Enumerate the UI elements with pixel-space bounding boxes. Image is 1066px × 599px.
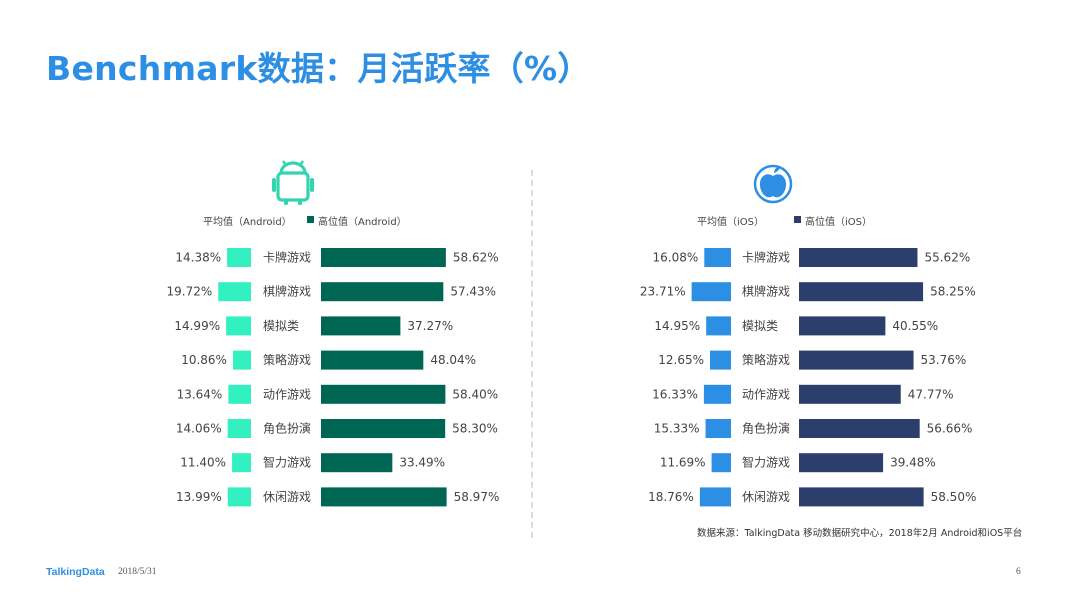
android-avg-label: 11.40% bbox=[180, 456, 226, 470]
android-high-label: 37.27% bbox=[407, 319, 453, 333]
android-icon bbox=[272, 160, 314, 205]
ios-high-label: 56.66% bbox=[927, 422, 973, 436]
android-high-bar bbox=[321, 453, 393, 473]
android-high-label: 33.49% bbox=[399, 456, 445, 470]
android-category-label: 棋牌游戏 bbox=[263, 285, 311, 299]
android-avg-label: 13.99% bbox=[176, 490, 222, 504]
ios-high-bar bbox=[799, 248, 918, 267]
page-number: 6 bbox=[1016, 567, 1021, 577]
ios-high-label: 58.25% bbox=[930, 285, 976, 299]
android-avg-bar bbox=[232, 350, 251, 370]
android-high-bar bbox=[321, 384, 446, 404]
ios-high-label: 39.48% bbox=[890, 456, 936, 470]
ios-high-label: 58.50% bbox=[931, 490, 977, 504]
ios-category-label: 角色扮演 bbox=[742, 421, 790, 436]
android-avg-label: 14.38% bbox=[175, 251, 221, 265]
android-avg-label: 19.72% bbox=[166, 285, 212, 299]
android-high-bar bbox=[321, 350, 424, 370]
page-title: Benchmark数据：月活跃率（%） bbox=[46, 49, 591, 88]
android-high-bar bbox=[321, 487, 447, 507]
android-high-label: 58.40% bbox=[452, 387, 498, 401]
ios-category-label: 棋牌游戏 bbox=[742, 285, 790, 299]
android-category-label: 策略游戏 bbox=[263, 352, 311, 367]
ios-category-label: 休闲游戏 bbox=[742, 490, 790, 504]
android-high-label: 58.97% bbox=[454, 490, 500, 504]
legend-ios-high-swatch bbox=[794, 216, 801, 223]
ios-high-bar bbox=[799, 282, 924, 302]
android-avg-label: 14.99% bbox=[174, 319, 220, 333]
ios-avg-label: 12.65% bbox=[658, 353, 704, 367]
android-avg-bar bbox=[228, 384, 251, 404]
ios-avg-bar bbox=[706, 316, 731, 336]
android-avg-bar bbox=[227, 248, 251, 267]
android-category-label: 卡牌游戏 bbox=[263, 251, 311, 265]
android-high-bar bbox=[321, 419, 446, 438]
ios-avg-bar bbox=[705, 419, 731, 438]
android-category-label: 休闲游戏 bbox=[263, 490, 311, 504]
android-high-label: 48.04% bbox=[430, 353, 476, 367]
ios-avg-label: 11.69% bbox=[660, 456, 706, 470]
android-category-label: 角色扮演 bbox=[263, 421, 311, 436]
android-high-bar bbox=[321, 248, 446, 267]
legend-android-high: 高位值（Android） bbox=[318, 215, 407, 228]
ios-category-label: 智力游戏 bbox=[742, 455, 790, 470]
android-high-label: 57.43% bbox=[450, 285, 496, 299]
footer-date: 2018/5/31 bbox=[118, 567, 157, 577]
legend-android-high-swatch bbox=[307, 216, 314, 223]
ios-avg-label: 23.71% bbox=[640, 285, 686, 299]
panel-divider bbox=[531, 170, 533, 538]
ios-category-label: 卡牌游戏 bbox=[742, 251, 790, 265]
android-avg-bar bbox=[227, 487, 251, 507]
android-avg-label: 10.86% bbox=[181, 353, 227, 367]
ios-avg-label: 15.33% bbox=[654, 422, 700, 436]
ios-avg-bar bbox=[691, 282, 731, 302]
legend-ios-high: 高位值（iOS） bbox=[805, 215, 872, 228]
ios-high-label: 47.77% bbox=[908, 387, 954, 401]
ios-avg-bar bbox=[711, 453, 731, 473]
android-high-bar bbox=[321, 282, 444, 302]
apple-icon bbox=[753, 164, 793, 204]
ios-high-bar bbox=[799, 350, 914, 370]
ios-avg-bar bbox=[699, 487, 731, 507]
android-avg-label: 14.06% bbox=[176, 422, 222, 436]
android-category-label: 动作游戏 bbox=[263, 387, 311, 401]
ios-high-bar bbox=[799, 419, 920, 438]
ios-category-label: 动作游戏 bbox=[742, 387, 790, 401]
android-high-label: 58.62% bbox=[453, 251, 499, 265]
android-high-label: 58.30% bbox=[452, 422, 498, 436]
android-high-bar bbox=[321, 316, 401, 336]
ios-avg-bar bbox=[710, 350, 731, 370]
source-note: 数据来源：TalkingData 移动数据研究中心，2018年2月 Androi… bbox=[697, 528, 1023, 539]
legend-android-avg: 平均值（Android） bbox=[203, 215, 292, 228]
ios-high-bar bbox=[799, 384, 901, 404]
ios-high-label: 40.55% bbox=[892, 319, 938, 333]
ios-high-bar bbox=[799, 453, 884, 473]
android-category-label: 智力游戏 bbox=[263, 455, 311, 470]
ios-avg-label: 18.76% bbox=[648, 490, 694, 504]
legend-ios-avg: 平均值（iOS） bbox=[697, 215, 764, 228]
ios-avg-bar bbox=[704, 248, 731, 267]
ios-high-label: 53.76% bbox=[921, 353, 967, 367]
ios-avg-bar bbox=[703, 384, 731, 404]
android-avg-bar bbox=[226, 316, 251, 336]
android-avg-bar bbox=[227, 419, 251, 438]
ios-category-label: 策略游戏 bbox=[742, 352, 790, 367]
ios-avg-label: 16.08% bbox=[653, 251, 699, 265]
ios-high-bar bbox=[799, 487, 924, 507]
android-avg-bar bbox=[232, 453, 251, 473]
ios-high-bar bbox=[799, 316, 886, 336]
ios-high-label: 55.62% bbox=[924, 251, 970, 265]
android-avg-label: 13.64% bbox=[177, 387, 223, 401]
talkingdata-logo: TalkingData bbox=[46, 566, 105, 578]
android-category-label: 模拟类 bbox=[263, 319, 299, 333]
ios-avg-label: 14.95% bbox=[654, 319, 700, 333]
android-avg-bar bbox=[218, 282, 251, 302]
ios-avg-label: 16.33% bbox=[652, 387, 698, 401]
ios-category-label: 模拟类 bbox=[742, 319, 778, 333]
